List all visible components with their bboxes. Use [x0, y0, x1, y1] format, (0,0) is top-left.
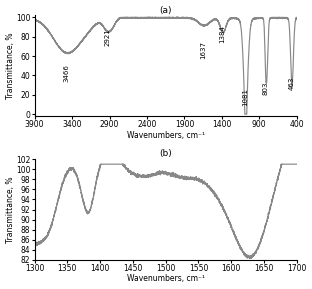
Text: 2921: 2921	[104, 29, 110, 46]
Text: 1637: 1637	[201, 41, 207, 59]
Title: (a): (a)	[159, 5, 172, 14]
Y-axis label: Transmittance, %: Transmittance, %	[6, 32, 15, 99]
Y-axis label: Transmittance, %: Transmittance, %	[6, 176, 15, 243]
Text: 1384: 1384	[219, 25, 226, 43]
Text: 463: 463	[288, 77, 295, 90]
Text: 1081: 1081	[242, 88, 248, 106]
X-axis label: Wavenumbers, cm⁻¹: Wavenumbers, cm⁻¹	[127, 275, 205, 284]
Title: (b): (b)	[159, 149, 172, 158]
Text: 803: 803	[263, 81, 269, 95]
Text: 3466: 3466	[64, 64, 70, 82]
X-axis label: Wavenumbers, cm⁻¹: Wavenumbers, cm⁻¹	[127, 131, 205, 140]
